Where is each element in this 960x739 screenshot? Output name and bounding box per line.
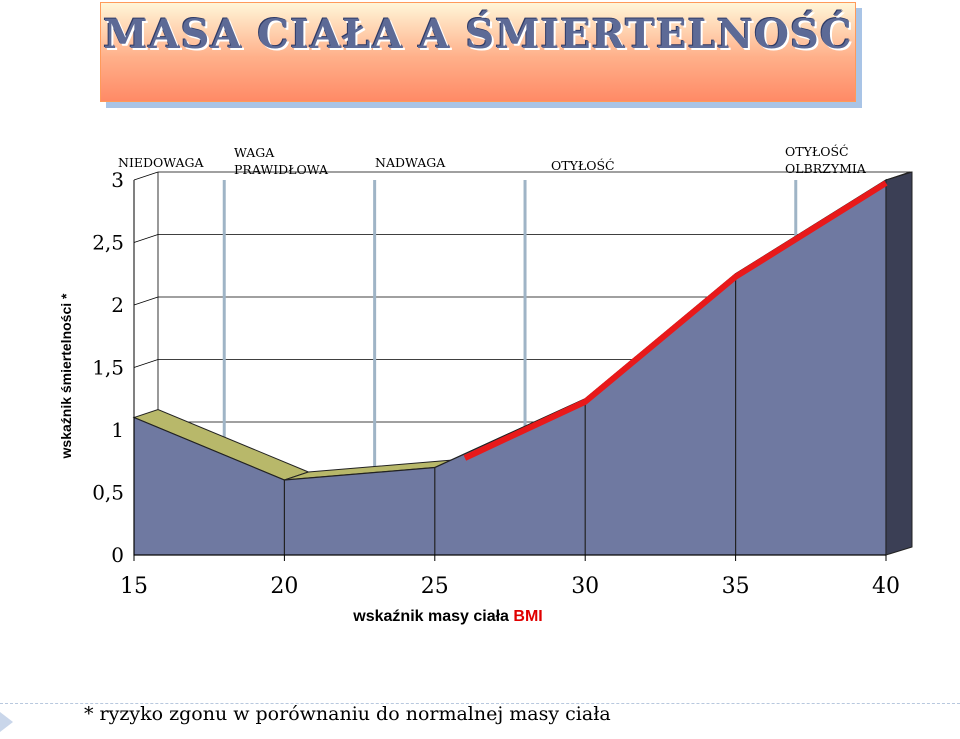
x-tick-label: 35 (722, 574, 750, 599)
gridline-depth (133, 234, 159, 243)
x-tick-label: 30 (571, 574, 599, 599)
y-tick-label: 0 (111, 543, 124, 567)
y-tick-label: 0,5 (92, 481, 124, 505)
highlight-trend-line (463, 180, 888, 461)
y-tick-label: 2 (111, 293, 124, 317)
zone-label-overweight: NADWAGA (375, 155, 446, 170)
y-axis-label: wskaźnik śmiertelności * (58, 293, 74, 459)
x-axis-label-main: wskaźnik masy ciała (353, 608, 514, 625)
gridline-depth (133, 359, 159, 368)
x-tick-label: 25 (421, 574, 449, 599)
title-box: MASA CIAŁA A ŚMIERTELNOŚĆ (100, 2, 856, 102)
footnote: * ryzyko zgonu w porównaniu do normalnej… (84, 703, 611, 725)
axes (133, 180, 887, 561)
zone-label-morbid-obesity: OTYŁOŚĆ OLBRZYMIA (785, 144, 866, 176)
zone-label-underweight: NIEDOWAGA (118, 155, 204, 170)
x-axis-label: wskaźnik masy ciała BMI (353, 608, 542, 626)
x-tick-label: 20 (270, 574, 298, 599)
x-tick-label: 15 (120, 574, 148, 599)
tick-labels: 0 0,5 1 1,5 2 2,5 3 15 20 25 30 35 40 (92, 168, 900, 599)
y-tick-label: 2,5 (92, 231, 124, 255)
highlight-line (463, 180, 888, 461)
area-front-face (133, 178, 887, 556)
y-tick-label: 1 (111, 418, 124, 442)
y-tick-label: 3 (111, 168, 124, 192)
gridline-depth (133, 296, 159, 306)
footer-arrow-icon (0, 712, 13, 732)
gridline-depth (133, 171, 159, 181)
zone-label-normal: WAGA PRAWIDŁOWA (234, 145, 329, 177)
x-axis-label-accent: BMI (513, 608, 543, 625)
chart-title: MASA CIAŁA A ŚMIERTELNOŚĆ (103, 11, 853, 58)
zone-label-obesity: OTYŁOŚĆ (551, 158, 615, 173)
area-side-face (885, 171, 913, 556)
x-tick-label: 40 (872, 574, 900, 599)
footer-divider (0, 703, 960, 704)
y-tick-label: 1,5 (92, 356, 124, 380)
